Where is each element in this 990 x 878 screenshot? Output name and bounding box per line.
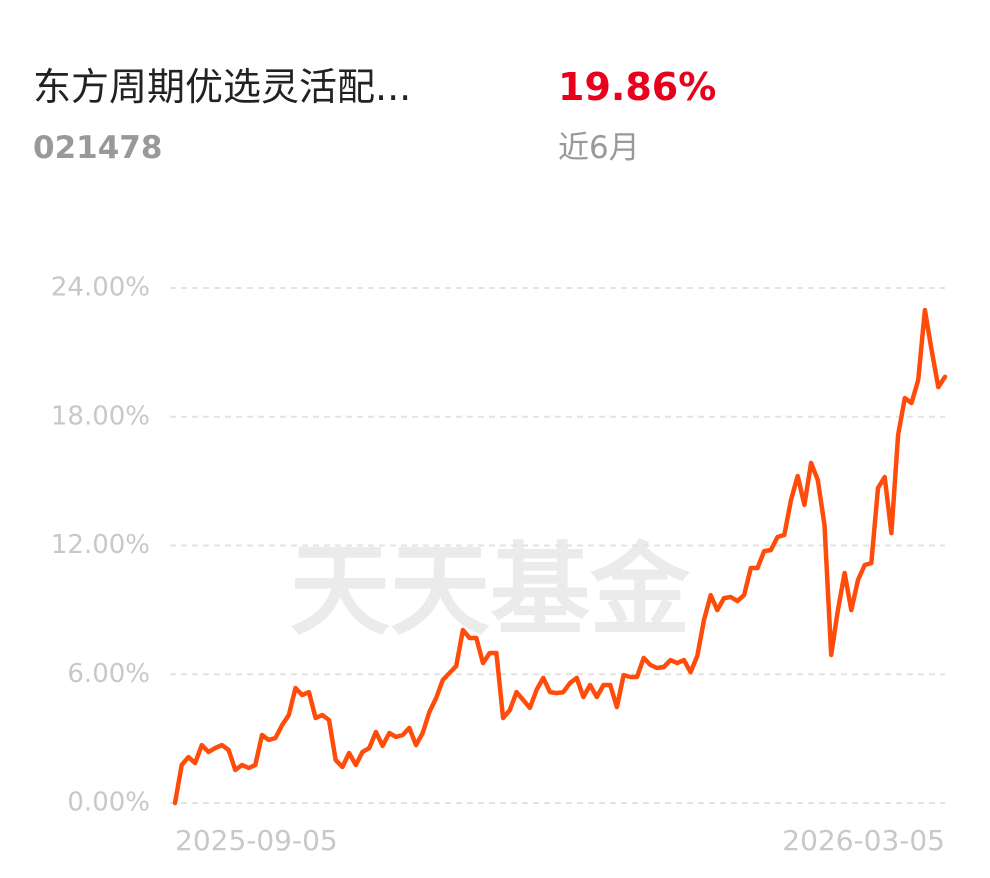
x-tick-label: 2026-03-05 xyxy=(782,824,945,857)
y-tick-label: 12.00% xyxy=(51,530,150,560)
y-tick-label: 18.00% xyxy=(51,401,150,431)
fund-return: 19.86% xyxy=(558,65,716,109)
y-tick-label: 0.00% xyxy=(67,788,150,818)
y-tick-label: 6.00% xyxy=(67,659,150,689)
fund-name: 东方周期优选灵活配... xyxy=(33,65,411,109)
return-line xyxy=(172,307,948,806)
watermark: 天天基金 xyxy=(290,532,691,649)
x-tick-label: 2025-09-05 xyxy=(175,824,338,857)
y-tick-label: 24.00% xyxy=(51,273,150,303)
period-label: 近6月 xyxy=(558,130,640,166)
fund-code: 021478 xyxy=(33,130,162,166)
